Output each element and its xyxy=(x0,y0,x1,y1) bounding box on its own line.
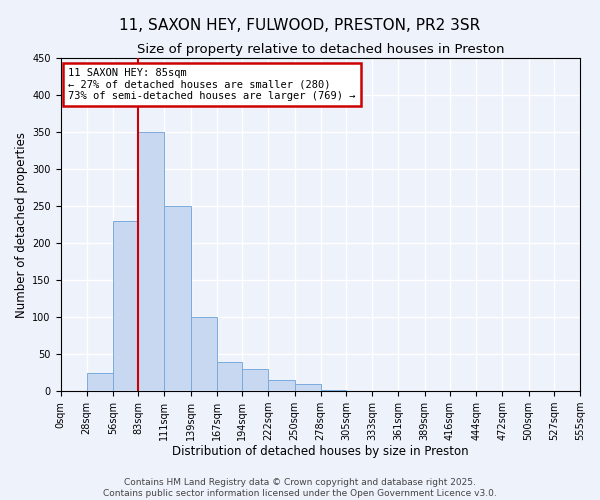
Bar xyxy=(164,206,191,391)
Bar xyxy=(87,372,113,391)
Bar xyxy=(295,384,321,391)
Text: 11 SAXON HEY: 85sqm
← 27% of detached houses are smaller (280)
73% of semi-detac: 11 SAXON HEY: 85sqm ← 27% of detached ho… xyxy=(68,68,356,101)
Bar xyxy=(191,317,217,391)
Bar xyxy=(217,362,242,391)
Bar xyxy=(321,390,346,391)
Y-axis label: Number of detached properties: Number of detached properties xyxy=(15,132,28,318)
X-axis label: Distribution of detached houses by size in Preston: Distribution of detached houses by size … xyxy=(172,444,469,458)
Text: Contains HM Land Registry data © Crown copyright and database right 2025.
Contai: Contains HM Land Registry data © Crown c… xyxy=(103,478,497,498)
Title: Size of property relative to detached houses in Preston: Size of property relative to detached ho… xyxy=(137,42,504,56)
Text: 11, SAXON HEY, FULWOOD, PRESTON, PR2 3SR: 11, SAXON HEY, FULWOOD, PRESTON, PR2 3SR xyxy=(119,18,481,32)
Bar xyxy=(113,221,138,391)
Bar xyxy=(138,132,164,391)
Bar xyxy=(242,369,268,391)
Bar xyxy=(268,380,295,391)
